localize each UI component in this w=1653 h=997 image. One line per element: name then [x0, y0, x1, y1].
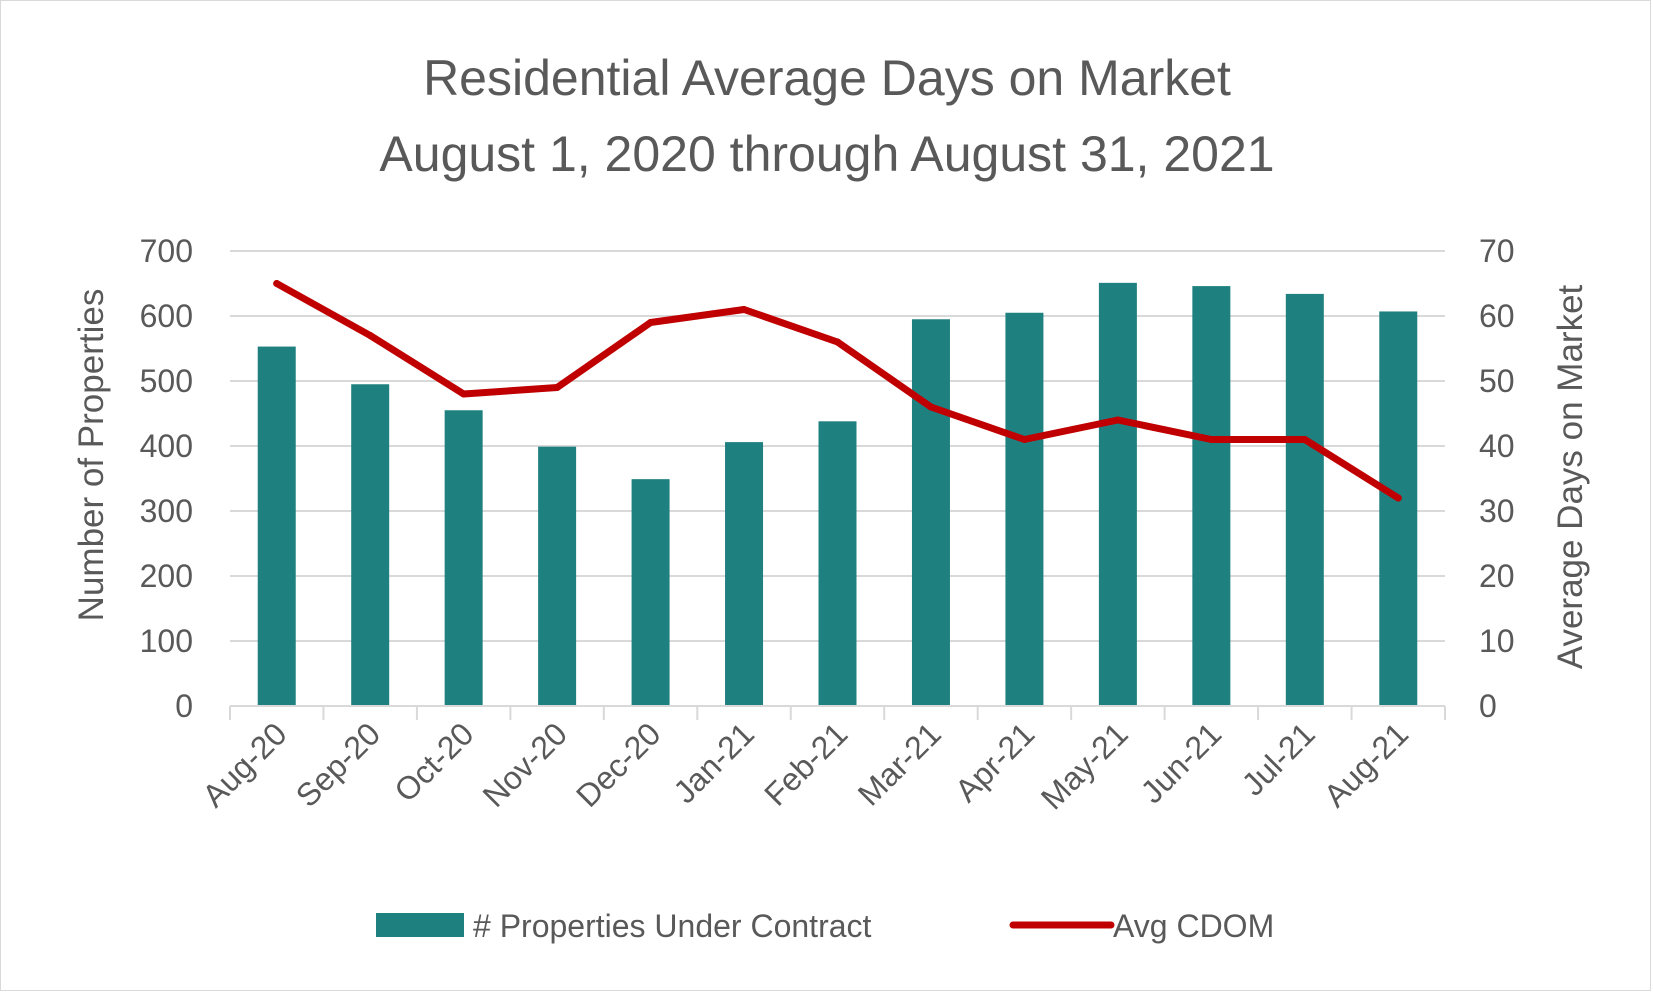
right-tick-label: 10 — [1479, 623, 1515, 659]
right-tick-label: 30 — [1479, 493, 1515, 529]
x-tick-label: Aug-20 — [195, 715, 293, 813]
avg-cdom-point-aug-20 — [273, 280, 281, 287]
right-tick-label: 60 — [1479, 298, 1515, 334]
bar-mar-21 — [911, 319, 950, 706]
right-tick-label: 70 — [1479, 233, 1515, 269]
bar-aug-20 — [257, 346, 296, 706]
legend-bar-label: # Properties Under Contract — [473, 908, 872, 944]
bar-nov-20 — [538, 446, 577, 706]
bar-jul-21 — [1285, 293, 1324, 706]
x-tick-label: Nov-20 — [476, 715, 574, 813]
left-tick-label: 300 — [140, 493, 193, 529]
avg-cdom-point-feb-21 — [834, 338, 841, 346]
bar-sep-20 — [351, 384, 390, 706]
avg-cdom-point-dec-20 — [647, 319, 655, 326]
avg-cdom-point-jun-21 — [1207, 436, 1215, 443]
right-axis-title: Average Days on Market — [1551, 284, 1590, 669]
left-tick-label: 700 — [140, 233, 193, 269]
x-tick-label: Sep-20 — [289, 715, 387, 813]
avg-cdom-point-sep-20 — [366, 332, 374, 339]
x-tick-label: Jun-21 — [1134, 715, 1229, 810]
x-tick-label: Mar-21 — [851, 715, 948, 812]
x-tick-label: Aug-21 — [1317, 715, 1415, 813]
avg-cdom-point-mar-21 — [927, 403, 935, 411]
avg-cdom-point-jan-21 — [740, 306, 748, 313]
avg-cdom-point-nov-20 — [553, 384, 561, 391]
x-tick-label: May-21 — [1034, 715, 1135, 816]
bar-aug-21 — [1379, 311, 1418, 706]
bar-feb-21 — [818, 421, 857, 706]
left-axis-title: Number of Properties — [72, 289, 111, 622]
right-tick-label: 20 — [1479, 558, 1515, 594]
bar-oct-20 — [444, 410, 483, 706]
legend-bar-swatch — [376, 913, 464, 937]
left-tick-label: 600 — [140, 298, 193, 334]
x-tick-label: Oct-20 — [387, 715, 480, 808]
x-tick-label: Feb-21 — [757, 715, 854, 812]
line-series — [273, 280, 1402, 502]
right-tick-label: 0 — [1479, 688, 1497, 724]
left-tick-label: 100 — [140, 623, 193, 659]
legend-line-label: Avg CDOM — [1113, 908, 1274, 944]
right-tick-label: 50 — [1479, 363, 1515, 399]
bar-apr-21 — [1005, 312, 1044, 706]
left-tick-label: 0 — [175, 688, 193, 724]
legend: # Properties Under Contract Avg CDOM — [376, 908, 1274, 944]
x-axis — [229, 705, 1446, 720]
avg-cdom-point-jul-21 — [1301, 436, 1309, 443]
bar-may-21 — [1098, 282, 1137, 706]
avg-cdom-point-may-21 — [1114, 416, 1122, 424]
left-tick-label: 400 — [140, 428, 193, 464]
left-tick-label: 200 — [140, 558, 193, 594]
x-tick-label: Apr-21 — [948, 715, 1041, 808]
bar-jun-21 — [1192, 286, 1231, 706]
chart-title-line-2: August 1, 2020 through August 31, 2021 — [379, 126, 1274, 182]
avg-cdom-point-aug-21 — [1394, 494, 1402, 502]
chart-title-line-1: Residential Average Days on Market — [423, 50, 1231, 106]
left-tick-label: 500 — [140, 363, 193, 399]
x-tick-label: Jul-21 — [1235, 715, 1322, 802]
avg-cdom-point-oct-20 — [460, 390, 468, 398]
bar-dec-20 — [631, 479, 670, 706]
right-axis-ticks: 0 10 20 30 40 50 60 70 — [1479, 233, 1515, 724]
bar-series — [257, 282, 1418, 706]
left-axis-ticks: 0 100 200 300 400 500 600 700 — [140, 233, 193, 724]
x-tick-label: Dec-20 — [569, 715, 667, 813]
right-tick-label: 40 — [1479, 428, 1515, 464]
x-tick-label: Jan-21 — [666, 715, 761, 810]
avg-cdom-point-apr-21 — [1020, 436, 1028, 443]
bar-jan-21 — [725, 442, 764, 706]
